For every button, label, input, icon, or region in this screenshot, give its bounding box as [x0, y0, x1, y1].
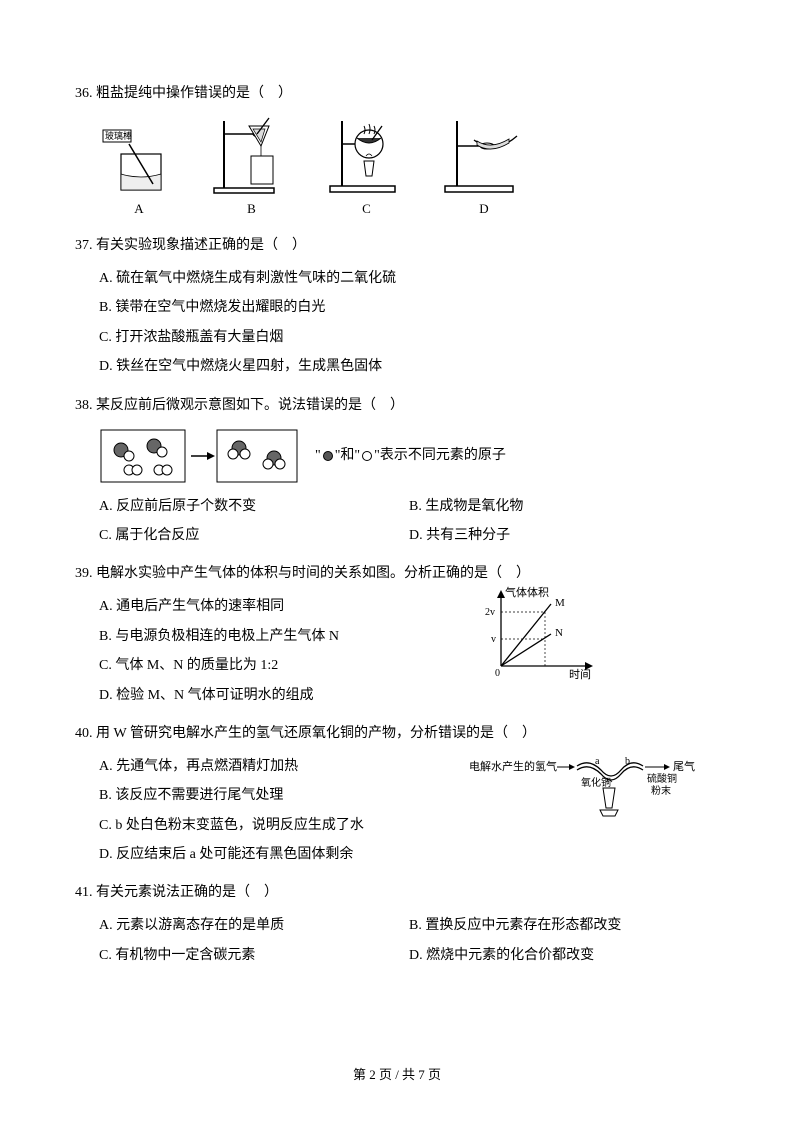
- q37-opt-a: A. 硫在氧气中燃烧生成有刺激性气味的二氧化硫: [99, 264, 719, 293]
- svg-text:氧化铜: 氧化铜: [581, 776, 611, 789]
- q39-opt-d: D. 检验 M、N 气体可证明水的组成: [99, 681, 719, 710]
- q41-opt-b: B. 置换反应中元素存在形态都改变: [409, 911, 719, 940]
- q38-legend-suffix: "表示不同元素的原子: [374, 442, 506, 470]
- q41-opt-d: D. 燃烧中元素的化合价都改变: [409, 941, 719, 970]
- q39-origin: 0: [495, 668, 500, 679]
- q36-label-a: A: [134, 196, 143, 222]
- svg-text:电解水产生的氢气: 电解水产生的氢气: [469, 759, 557, 773]
- q37-opt-b: B. 镁带在空气中燃烧发出耀眼的白光: [99, 293, 719, 322]
- svg-text:a: a: [595, 756, 600, 767]
- q38-legend: " "和" "表示不同元素的原子: [315, 442, 506, 470]
- question-37: 37. 有关实验现象描述正确的是（ ） A. 硫在氧气中燃烧生成有刺激性气味的二…: [75, 232, 719, 382]
- filter-stand-icon: [209, 116, 294, 196]
- svg-text:硫酸铜: 硫酸铜: [647, 772, 677, 785]
- q39-n: N: [555, 627, 563, 639]
- dark-atom-icon: [323, 451, 333, 461]
- q39-opt-c: C. 气体 M、N 的质量比为 1:2: [99, 651, 719, 680]
- question-36: 36. 粗盐提纯中操作错误的是（ ） 玻璃棒 A: [75, 80, 719, 222]
- question-39: 39. 电解水实验中产生气体的体积与时间的关系如图。分析正确的是（ ） A. 通…: [75, 560, 719, 710]
- q36-label-c: C: [362, 196, 371, 222]
- q40-opt-d: D. 反应结束后 a 处可能还有黑色固体剩余: [99, 840, 719, 869]
- q40-diagram: 电解水产生的氢气 a b 尾气 氧化铜 硫酸铜 粉末: [469, 754, 699, 840]
- svg-text:尾气: 尾气: [673, 759, 695, 773]
- q38-legend-mid: "和": [335, 442, 360, 470]
- page-footer: 第 2 页 / 共 7 页: [0, 1064, 794, 1083]
- q39-opt-a: A. 通电后产生气体的速率相同: [99, 592, 719, 621]
- q39-v: v: [491, 634, 496, 645]
- light-atom-icon: [362, 451, 372, 461]
- question-41: 41. 有关元素说法正确的是（ ） A. 元素以游离态存在的是单质 C. 有机物…: [75, 879, 719, 970]
- q38-opt-d: D. 共有三种分子: [409, 521, 719, 550]
- q39-options: A. 通电后产生气体的速率相同 B. 与电源负极相连的电极上产生气体 N C. …: [75, 592, 719, 710]
- svg-text:b: b: [625, 756, 630, 767]
- q36-label-d: D: [479, 196, 488, 222]
- svg-text:粉末: 粉末: [651, 784, 671, 797]
- q39-stem: 39. 电解水实验中产生气体的体积与时间的关系如图。分析正确的是（ ）: [75, 560, 719, 588]
- q38-legend-prefix: ": [315, 442, 321, 470]
- q39-2v: 2v: [485, 607, 495, 618]
- q39-m: M: [555, 597, 565, 609]
- q38-opt-a: A. 反应前后原子个数不变: [99, 492, 409, 521]
- q39-graph: 气体体积 时间 M N 2v v 0: [479, 584, 609, 695]
- q36-stem: 36. 粗盐提纯中操作错误的是（ ）: [75, 80, 719, 108]
- q36-diagrams: 玻璃棒 A B: [75, 116, 719, 222]
- q37-stem: 37. 有关实验现象描述正确的是（ ）: [75, 232, 719, 260]
- w-tube-apparatus-icon: 电解水产生的氢气 a b 尾气 氧化铜 硫酸铜 粉末: [469, 754, 699, 832]
- evaporate-stand-icon: [324, 116, 409, 196]
- q41-options: A. 元素以游离态存在的是单质 C. 有机物中一定含碳元素 B. 置换反应中元素…: [75, 911, 719, 970]
- q38-opt-b: B. 生成物是氧化物: [409, 492, 719, 521]
- q37-opt-c: C. 打开浓盐酸瓶盖有大量白烟: [99, 323, 719, 352]
- beaker-stir-icon: 玻璃棒: [99, 126, 179, 196]
- question-38: 38. 某反应前后微观示意图如下。说法错误的是（ ） " "和" "表示不同元素…: [75, 392, 719, 551]
- q41-opt-c: C. 有机物中一定含碳元素: [99, 941, 409, 970]
- q36-diagram-a: 玻璃棒 A: [99, 126, 179, 222]
- q38-opt-c: C. 属于化合反应: [99, 521, 409, 550]
- q41-stem: 41. 有关元素说法正确的是（ ）: [75, 879, 719, 907]
- q38-options: A. 反应前后原子个数不变 C. 属于化合反应 B. 生成物是氧化物 D. 共有…: [75, 492, 719, 551]
- q41-opt-a: A. 元素以游离态存在的是单质: [99, 911, 409, 940]
- volume-time-graph-icon: 气体体积 时间 M N 2v v 0: [479, 584, 609, 684]
- q40-stem: 40. 用 W 管研究电解水产生的氢气还原氧化铜的产物，分析错误的是（ ）: [75, 720, 719, 748]
- q38-diagram-row: " "和" "表示不同元素的原子: [75, 428, 719, 484]
- q38-stem: 38. 某反应前后微观示意图如下。说法错误的是（ ）: [75, 392, 719, 420]
- q36-diagram-c: C: [324, 116, 409, 222]
- q36-label-b: B: [247, 196, 256, 222]
- q37-options: A. 硫在氧气中燃烧生成有刺激性气味的二氧化硫 B. 镁带在空气中燃烧发出耀眼的…: [75, 264, 719, 382]
- reaction-diagram-icon: [99, 428, 299, 484]
- q36-diagram-b: B: [209, 116, 294, 222]
- evaporate-dish-icon: [439, 116, 529, 196]
- question-40: 40. 用 W 管研究电解水产生的氢气还原氧化铜的产物，分析错误的是（ ） A.…: [75, 720, 719, 870]
- q37-opt-d: D. 铁丝在空气中燃烧火星四射，生成黑色固体: [99, 352, 719, 381]
- q39-opt-b: B. 与电源负极相连的电极上产生气体 N: [99, 622, 719, 651]
- label-glass-rod: 玻璃棒: [105, 130, 132, 141]
- q36-diagram-d: D: [439, 116, 529, 222]
- q39-ylabel: 气体体积: [505, 585, 549, 599]
- q39-xlabel: 时间: [569, 668, 591, 681]
